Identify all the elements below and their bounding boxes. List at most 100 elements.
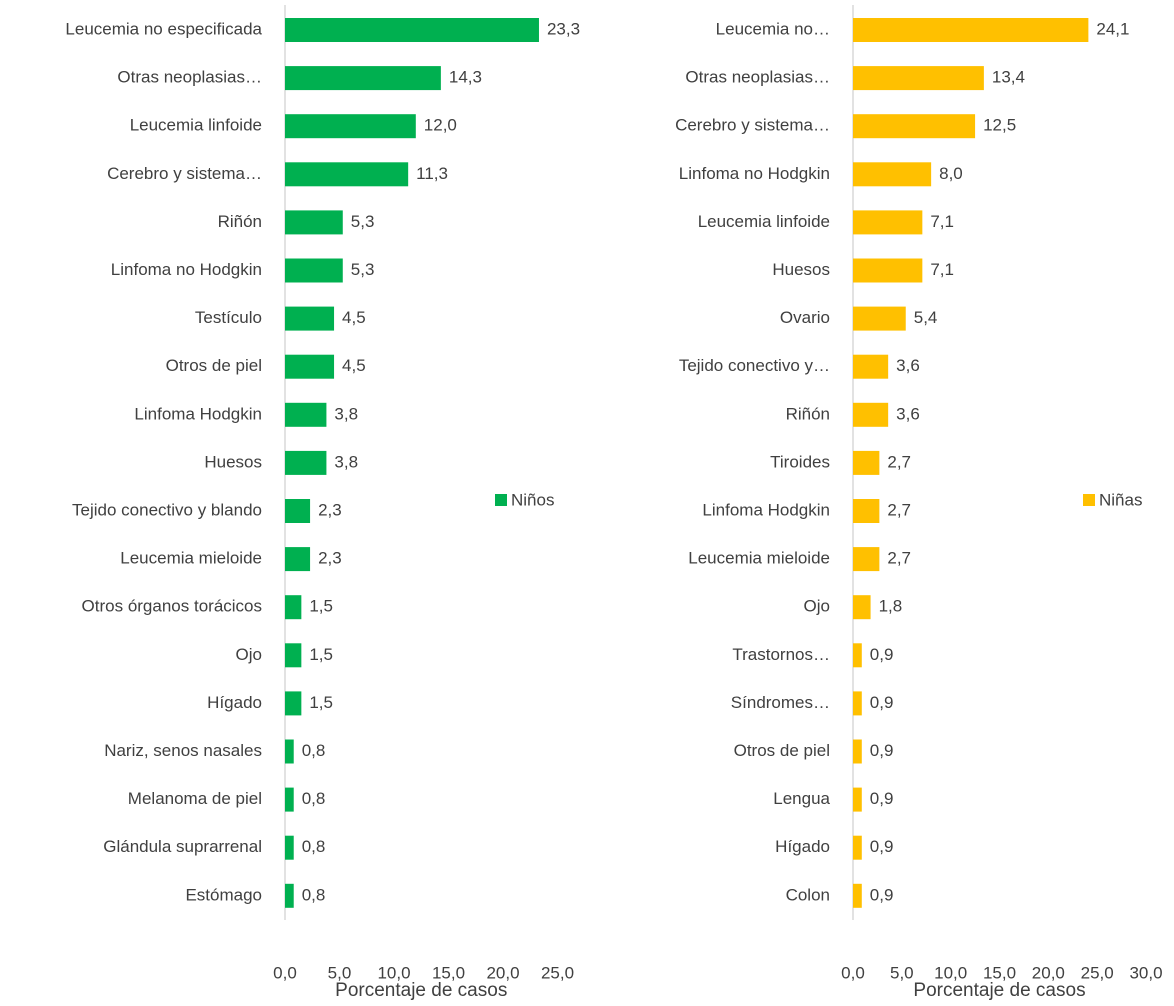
- bar: [285, 354, 335, 379]
- bar: [285, 883, 294, 908]
- category-label: Linfoma no Hodgkin: [679, 164, 830, 183]
- bar: [285, 18, 539, 42]
- category-label: Leucemia mieloide: [120, 549, 262, 568]
- value-label: 1,5: [309, 693, 333, 712]
- value-label: 2,3: [318, 549, 342, 568]
- value-label: 0,9: [870, 693, 894, 712]
- category-label: Tejido conectivo y blando: [72, 500, 262, 519]
- bar: [285, 643, 302, 668]
- x-axis-title: Porcentaje de casos: [913, 980, 1085, 1001]
- category-label: Otros de piel: [734, 741, 830, 760]
- bar: [853, 739, 862, 764]
- bar: [285, 66, 441, 91]
- bar: [285, 739, 294, 764]
- bar: [853, 643, 862, 668]
- category-label: Cerebro y sistema…: [107, 164, 262, 183]
- bar: [285, 787, 294, 812]
- bar: [285, 691, 302, 716]
- bar: [853, 258, 923, 283]
- value-label: 0,9: [870, 885, 894, 904]
- bar: [853, 595, 871, 620]
- x-tick-label: 25,0: [541, 963, 574, 982]
- bar: [853, 114, 976, 139]
- x-tick-label: 20,0: [1032, 963, 1065, 982]
- x-tick-label: 20,0: [486, 963, 519, 982]
- category-label: Linfoma no Hodgkin: [111, 260, 262, 279]
- value-label: 0,9: [870, 789, 894, 808]
- bar: [285, 162, 409, 187]
- category-label: Riñón: [218, 212, 262, 231]
- category-label: Leucemia no especificada: [65, 19, 262, 38]
- bar: [285, 210, 343, 235]
- value-label: 2,7: [887, 549, 911, 568]
- bar: [853, 402, 889, 427]
- category-label: Linfoma Hodgkin: [134, 404, 262, 423]
- x-tick-label: 10,0: [934, 963, 967, 982]
- value-label: 12,5: [983, 116, 1016, 135]
- category-label: Tiroides: [770, 452, 830, 471]
- value-label: 2,7: [887, 452, 911, 471]
- bar: [853, 450, 880, 475]
- category-label: Nariz, senos nasales: [104, 741, 262, 760]
- bar: [285, 835, 294, 860]
- category-label: Hígado: [775, 837, 830, 856]
- category-label: Ovario: [780, 308, 830, 327]
- value-label: 0,8: [302, 885, 326, 904]
- value-label: 14,3: [449, 68, 482, 87]
- category-label: Leucemia mieloide: [688, 549, 830, 568]
- x-axis-title: Porcentaje de casos: [335, 980, 507, 1001]
- value-label: 2,3: [318, 500, 342, 519]
- value-label: 0,8: [302, 837, 326, 856]
- bar: [285, 258, 343, 283]
- value-label: 3,8: [334, 452, 358, 471]
- value-label: 3,6: [896, 356, 920, 375]
- bar: [285, 595, 302, 620]
- legend-swatch: [495, 494, 507, 506]
- category-label: Riñón: [786, 404, 830, 423]
- bar: [285, 499, 311, 523]
- category-label: Melanoma de piel: [128, 789, 262, 808]
- value-label: 3,8: [334, 404, 358, 423]
- x-tick-label: 25,0: [1081, 963, 1114, 982]
- value-label: 23,3: [547, 19, 580, 38]
- x-tick-label: 15,0: [983, 963, 1016, 982]
- bar: [853, 787, 862, 812]
- bar: [285, 306, 335, 331]
- x-tick-label: 15,0: [432, 963, 465, 982]
- bar: [853, 835, 862, 860]
- category-label: Linfoma Hodgkin: [702, 500, 830, 519]
- value-label: 0,9: [870, 645, 894, 664]
- bar: [285, 547, 311, 572]
- value-label: 11,3: [416, 164, 448, 183]
- value-label: 3,6: [896, 404, 920, 423]
- bar: [853, 883, 862, 908]
- category-label: Estómago: [185, 885, 262, 904]
- x-tick-label: 10,0: [377, 963, 410, 982]
- category-label: Testículo: [195, 308, 262, 327]
- value-label: 1,5: [309, 597, 333, 616]
- category-label: Leucemia linfoide: [130, 116, 262, 135]
- x-tick-label: 5,0: [890, 963, 914, 982]
- value-label: 0,8: [302, 789, 326, 808]
- value-label: 7,1: [930, 212, 954, 231]
- legend-swatch: [1083, 494, 1095, 506]
- value-label: 8,0: [939, 164, 963, 183]
- bar: [853, 354, 889, 379]
- category-label: Otros órganos torácicos: [82, 597, 262, 616]
- bar: [285, 114, 416, 139]
- x-tick-label: 5,0: [328, 963, 352, 982]
- value-label: 1,5: [309, 645, 333, 664]
- category-label: Cerebro y sistema…: [675, 116, 830, 135]
- value-label: 0,8: [302, 741, 326, 760]
- category-label: Otros de piel: [166, 356, 262, 375]
- value-label: 5,4: [914, 308, 938, 327]
- bar: [853, 210, 923, 235]
- value-label: 0,9: [870, 741, 894, 760]
- category-label: Trastornos…: [732, 645, 830, 664]
- bar: [853, 499, 880, 523]
- bar: [853, 18, 1089, 42]
- value-label: 0,9: [870, 837, 894, 856]
- x-tick-label: 0,0: [273, 963, 297, 982]
- value-label: 2,7: [887, 500, 911, 519]
